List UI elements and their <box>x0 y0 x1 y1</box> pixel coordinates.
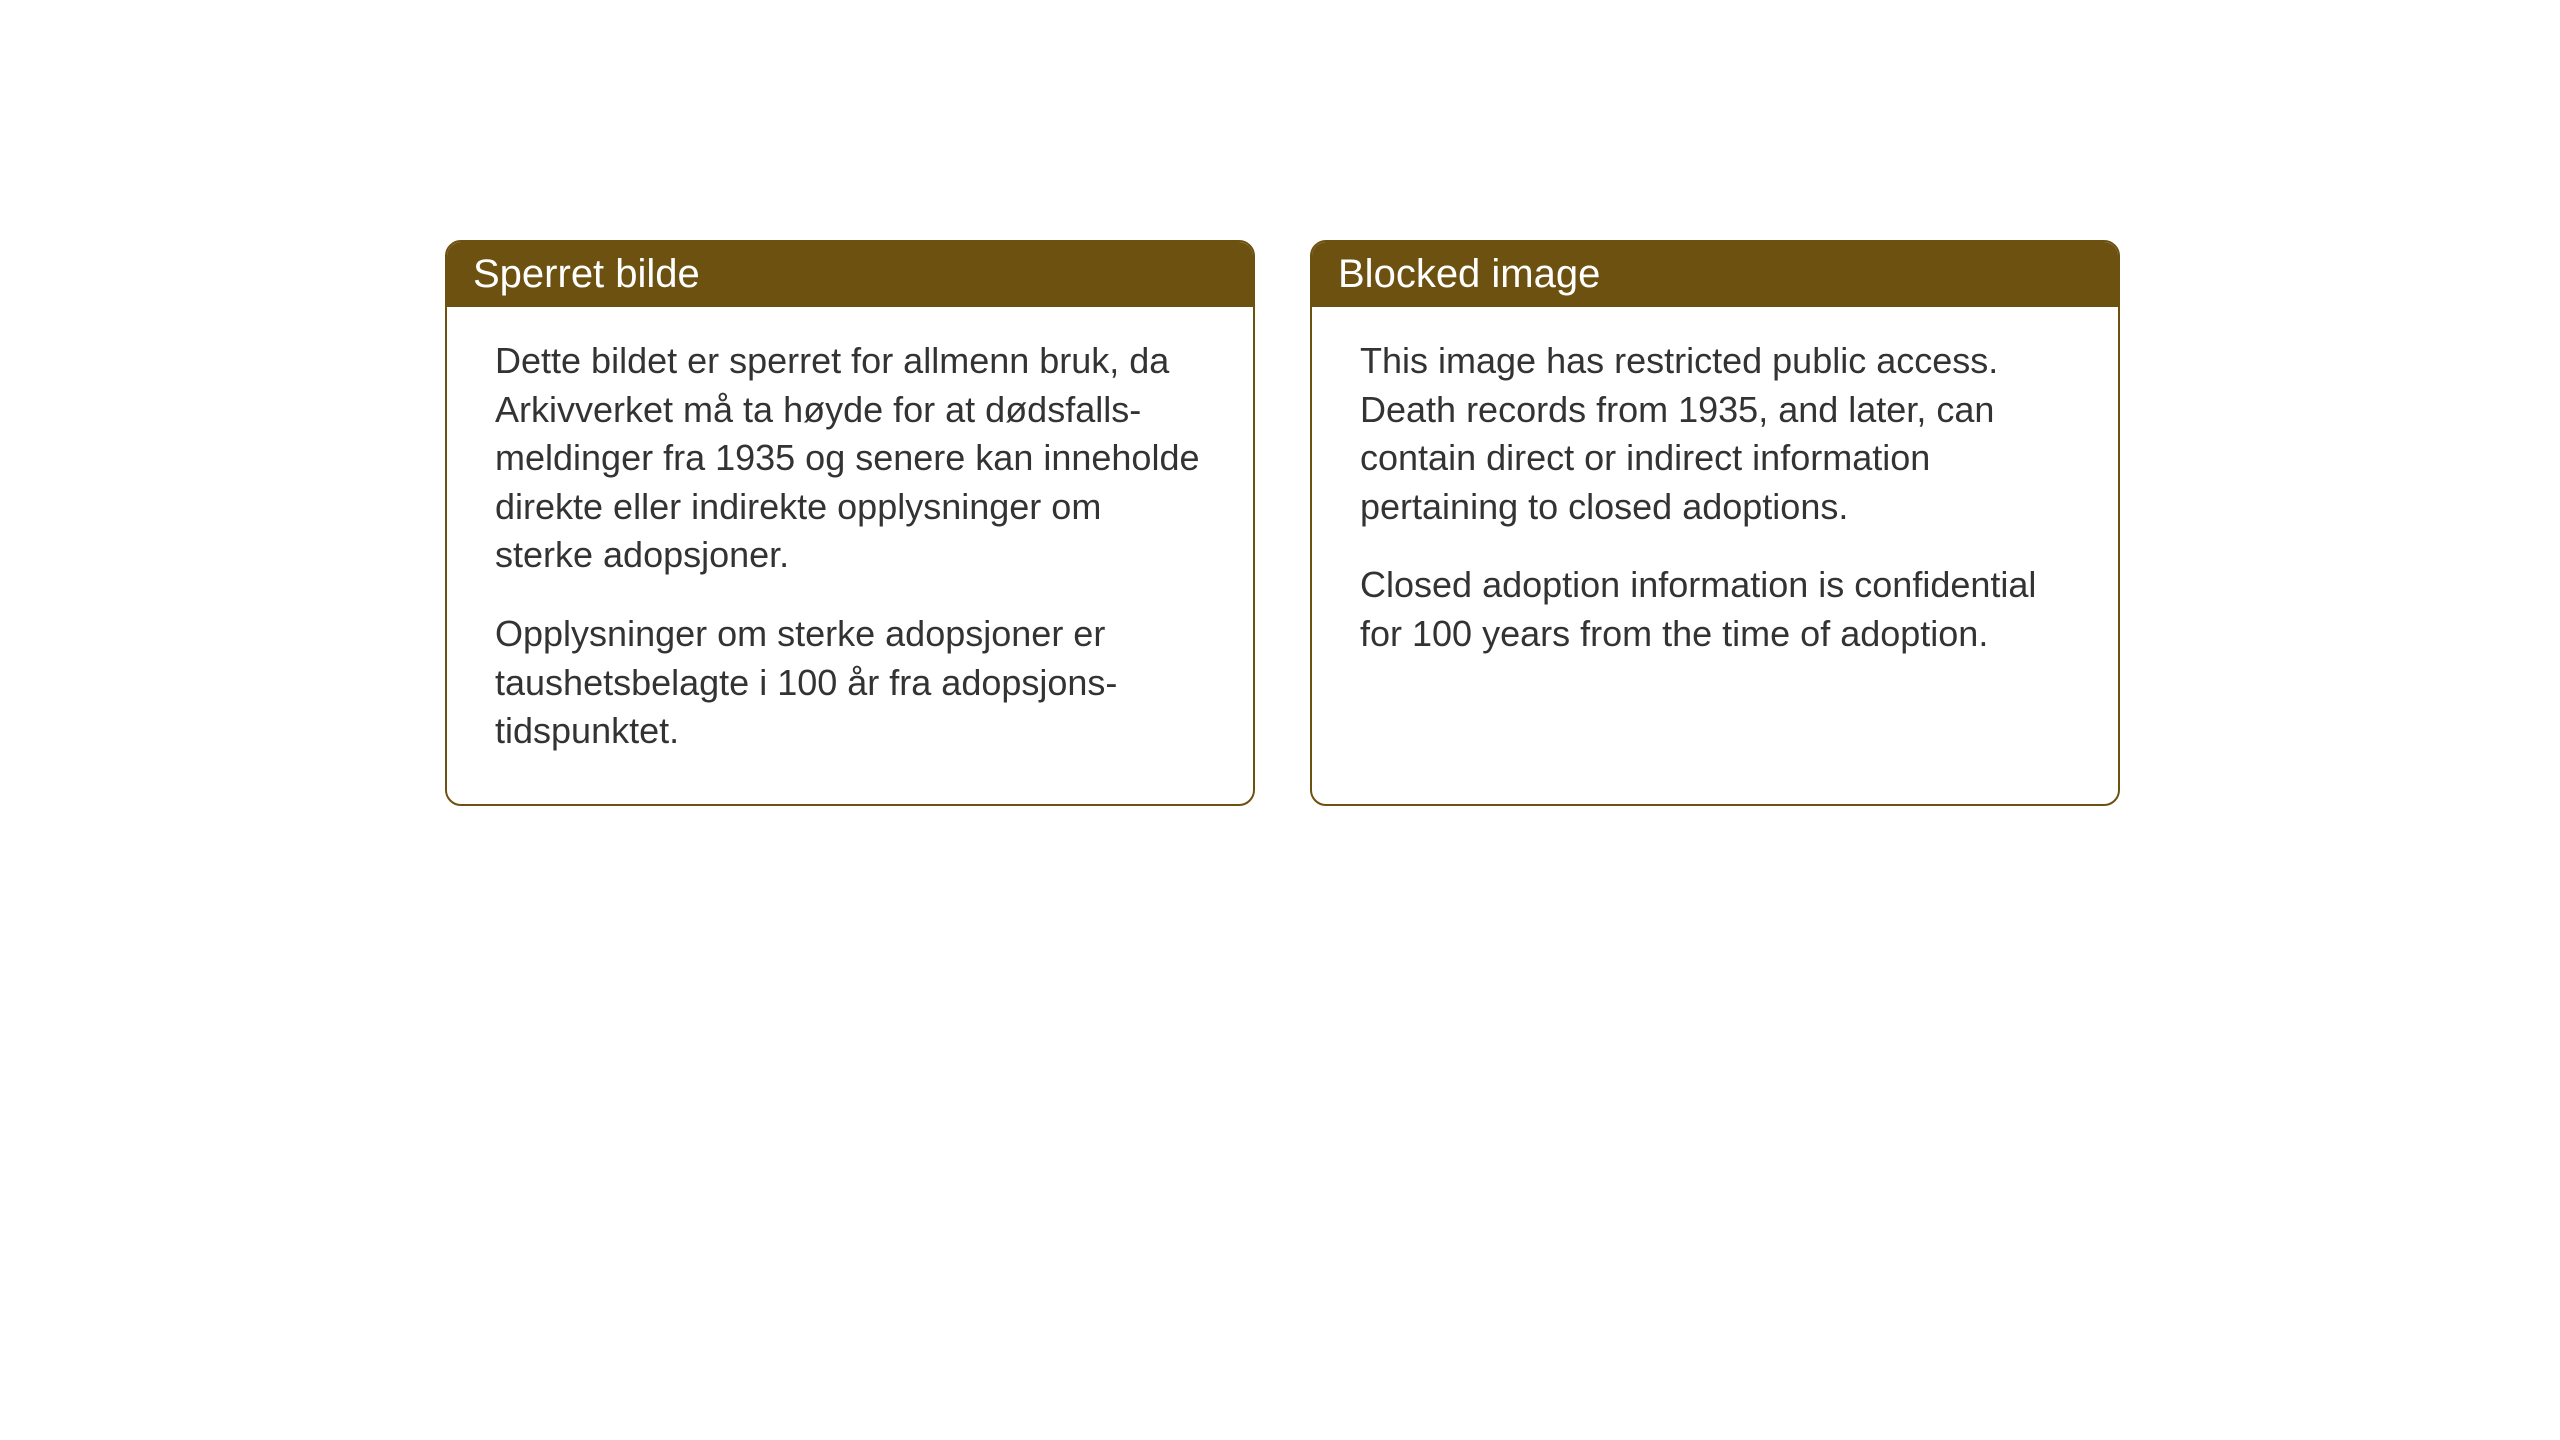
notice-card-norwegian: Sperret bilde Dette bildet er sperret fo… <box>445 240 1255 806</box>
card-body-english: This image has restricted public access.… <box>1312 307 2118 707</box>
card-body-norwegian: Dette bildet er sperret for allmenn bruk… <box>447 307 1253 804</box>
card-paragraph-2: Closed adoption information is confident… <box>1360 561 2070 658</box>
card-title: Sperret bilde <box>473 252 700 296</box>
notice-cards-container: Sperret bilde Dette bildet er sperret fo… <box>445 240 2120 806</box>
card-paragraph-1: Dette bildet er sperret for allmenn bruk… <box>495 337 1205 580</box>
card-header-norwegian: Sperret bilde <box>447 242 1253 307</box>
card-paragraph-1: This image has restricted public access.… <box>1360 337 2070 531</box>
card-header-english: Blocked image <box>1312 242 2118 307</box>
card-title: Blocked image <box>1338 252 1600 296</box>
card-paragraph-2: Opplysninger om sterke adopsjoner er tau… <box>495 610 1205 756</box>
notice-card-english: Blocked image This image has restricted … <box>1310 240 2120 806</box>
